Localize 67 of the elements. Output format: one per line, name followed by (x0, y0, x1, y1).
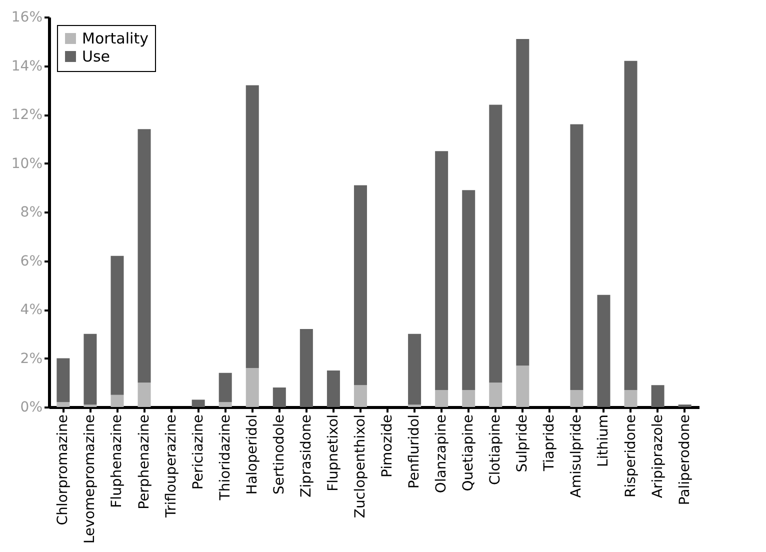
x-tick-label: Fluphenazine (109, 414, 126, 508)
x-tick-label: Zuclopenthixol (352, 414, 368, 518)
bar (138, 129, 151, 383)
bar (624, 390, 638, 407)
x-tick-label: Clotiapine (488, 414, 504, 485)
bar (516, 38, 530, 366)
bar (218, 402, 232, 407)
x-tick-label: Flupnetixol (325, 414, 342, 492)
y-tick-label: 14% (11, 58, 42, 74)
x-tick-label: Tiapride (542, 414, 558, 472)
y-tick-label: 6% (20, 253, 42, 270)
y-tick-label: 8% (20, 204, 42, 220)
x-tick-label: Risperidone (622, 414, 639, 498)
bar (462, 390, 476, 407)
y-tick-label: 4% (20, 302, 42, 318)
bar (489, 104, 502, 383)
x-tick-label: Amisulpride (568, 414, 585, 498)
bar (192, 400, 205, 407)
x-tick-label: Levomepromazine (82, 414, 98, 544)
legend-label: Mortality (82, 30, 149, 48)
bar (462, 190, 476, 390)
y-tick-label: 0% (20, 400, 42, 416)
bar (570, 124, 584, 390)
bar (408, 334, 422, 405)
bar (272, 388, 286, 407)
bar (84, 334, 97, 405)
y-tick-label: 16% (11, 10, 42, 26)
bar (56, 358, 70, 402)
x-tick-label: Ziprasidone (298, 414, 314, 498)
x-tick-label: Lithium (596, 414, 612, 467)
bar (218, 372, 232, 402)
x-tick-label: Haloperidol (244, 414, 260, 495)
x-tick-label: Triflouperazine (163, 414, 180, 518)
bar (570, 390, 584, 407)
y-tick-label: 2% (20, 350, 42, 367)
bar (138, 382, 151, 407)
x-tick-label: Penfluridol (406, 414, 423, 489)
bar (489, 382, 502, 407)
bar (300, 329, 313, 407)
x-tick-label: Pimozide (380, 414, 396, 478)
x-tick-label: Quetiapine (460, 414, 477, 492)
bar (435, 151, 448, 390)
bar (326, 370, 340, 407)
bar (597, 294, 610, 407)
bar (651, 385, 664, 407)
bar (354, 385, 367, 407)
bar (354, 185, 367, 386)
x-tick-label: Aripiprazole (650, 414, 666, 498)
legend-label: Use (82, 48, 110, 66)
y-tick-label: 10% (11, 156, 42, 172)
x-tick-label: Perphenazine (136, 414, 152, 510)
bar (246, 368, 259, 407)
bar (246, 85, 259, 368)
bar (56, 402, 70, 407)
bar (516, 366, 530, 407)
y-tick-label: 12% (11, 107, 42, 123)
bar (110, 256, 124, 395)
bar (435, 390, 448, 407)
bar (624, 60, 638, 390)
x-tick-label: Olanzapine (434, 414, 450, 494)
bar (110, 394, 124, 407)
x-tick-label: Paliperodone (676, 414, 693, 506)
x-tick-label: Sertinodole (271, 414, 288, 495)
x-tick-label: Sulpride (514, 414, 531, 472)
x-tick-label: Periciazine (190, 414, 206, 490)
x-tick-label: Thioridazine (217, 414, 234, 502)
x-tick-label: Chlorpromazine (55, 414, 72, 526)
